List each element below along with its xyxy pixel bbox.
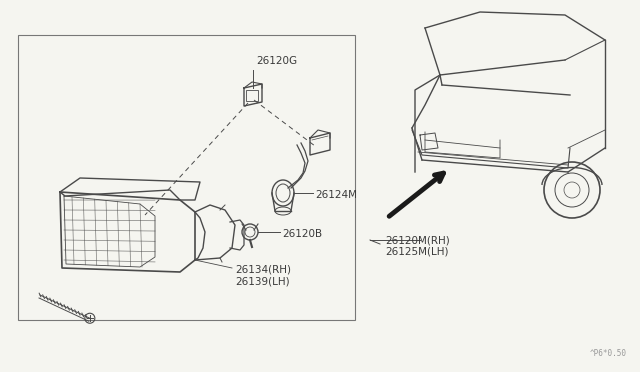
Bar — [18, 35, 355, 320]
Text: 26120B: 26120B — [282, 229, 322, 239]
Text: 26120G: 26120G — [256, 56, 297, 66]
Text: ^P6*0.50: ^P6*0.50 — [590, 349, 627, 358]
Bar — [246, 90, 258, 101]
Text: 26139(LH): 26139(LH) — [235, 277, 290, 287]
Text: 26125M(LH): 26125M(LH) — [385, 247, 449, 257]
Text: 26134(RH): 26134(RH) — [235, 265, 291, 275]
Text: 26124M: 26124M — [315, 190, 357, 200]
Text: 26120M(RH): 26120M(RH) — [385, 235, 450, 245]
